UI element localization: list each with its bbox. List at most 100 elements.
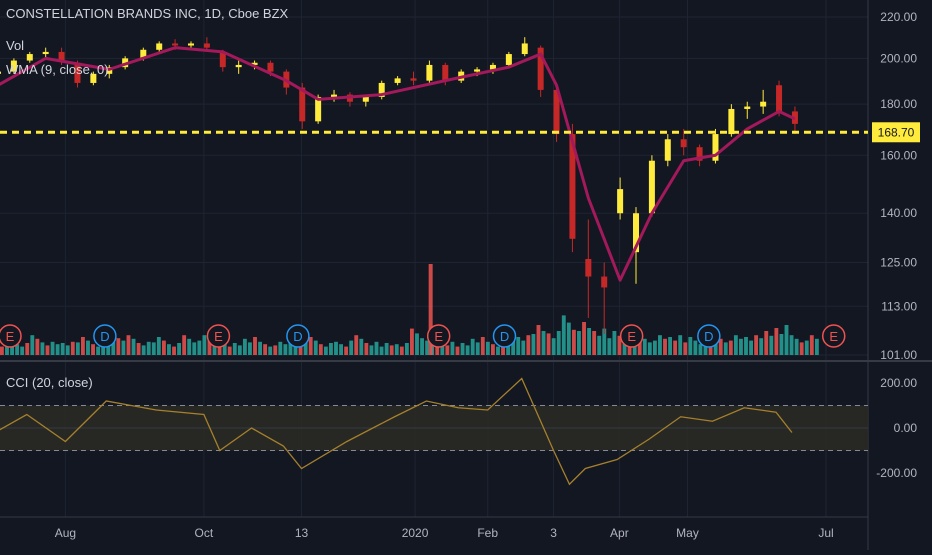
- candle: [26, 51, 33, 63]
- candle-body: [712, 134, 719, 161]
- volume-bar: [673, 340, 678, 355]
- volume-bar: [647, 342, 652, 355]
- candle-body: [267, 62, 274, 72]
- volume-bar: [222, 341, 227, 355]
- candle-body: [489, 64, 496, 70]
- candle-body: [410, 78, 417, 81]
- candle-body: [680, 139, 687, 148]
- candle: [505, 51, 512, 68]
- volume-bar: [480, 337, 485, 355]
- volume-bar: [268, 346, 273, 355]
- candle-body: [553, 89, 560, 135]
- volume-bar: [217, 345, 222, 355]
- price-tick-label: 180.00: [880, 97, 917, 111]
- price-marker-label: 168.70: [872, 122, 920, 143]
- volume-bar: [440, 343, 445, 355]
- volume-bar: [799, 342, 804, 355]
- volume-bar: [126, 335, 131, 355]
- volume-bar: [212, 343, 217, 355]
- volume-bar: [582, 322, 586, 355]
- candle: [42, 47, 49, 59]
- volume-bar: [227, 346, 232, 355]
- volume-bar: [602, 328, 607, 355]
- volume-bar: [394, 344, 399, 355]
- volume-bar: [470, 338, 475, 355]
- volume-bar: [794, 338, 799, 355]
- event-label: D: [293, 329, 302, 344]
- candle: [90, 71, 97, 86]
- volume-bar: [658, 335, 662, 355]
- volume-bar: [136, 343, 141, 355]
- candle-body: [521, 43, 528, 55]
- price-tick-label: 160.00: [880, 148, 917, 162]
- volume-bar: [202, 335, 207, 355]
- candle-body: [74, 62, 81, 83]
- candle: [235, 60, 242, 74]
- volume-bar: [804, 340, 809, 355]
- volume-bar: [455, 346, 460, 355]
- volume-bar: [399, 346, 404, 355]
- candle-body: [187, 43, 194, 46]
- volume-bar: [663, 338, 667, 355]
- volume-bar: [167, 344, 171, 355]
- volume-bar: [354, 335, 359, 355]
- volume-bar: [5, 343, 9, 355]
- volume-bar: [485, 341, 490, 355]
- volume-bar: [80, 337, 85, 355]
- event-circle: [206, 324, 231, 348]
- candle-body: [26, 54, 33, 61]
- volume-bar: [809, 335, 814, 355]
- volume-bar: [749, 340, 753, 355]
- candle: [728, 104, 735, 137]
- candle-body: [648, 160, 655, 214]
- volume-bar: [253, 337, 257, 355]
- candle-body: [442, 64, 449, 81]
- wma-legend[interactable]: WMA (9, close, 0): [6, 62, 109, 77]
- volume-bar: [242, 338, 247, 355]
- event-circle: [821, 324, 846, 348]
- volume-bar: [283, 344, 288, 355]
- volume-bar: [60, 343, 65, 355]
- vol-legend[interactable]: Vol: [6, 38, 25, 53]
- event-circle: [426, 324, 451, 348]
- volume-bar: [511, 338, 516, 355]
- volume-bar: [329, 343, 333, 355]
- event-circle: [0, 324, 22, 348]
- candle: [156, 41, 163, 52]
- candle: [601, 262, 608, 335]
- volume-bar: [607, 338, 612, 355]
- candle-body: [426, 64, 433, 81]
- symbol-legend[interactable]: CONSTELLATION BRANDS INC, 1D, Cboe BZX: [6, 6, 289, 21]
- volume-bar: [551, 338, 556, 355]
- earnings-marker: E: [426, 324, 451, 348]
- volume-bar: [536, 325, 541, 355]
- candle: [744, 101, 751, 119]
- earnings-marker: E: [206, 324, 231, 348]
- event-label: E: [829, 329, 838, 344]
- volume-bar: [789, 335, 794, 355]
- cci-legend[interactable]: CCI (20, close): [6, 375, 93, 390]
- volume-bar: [318, 344, 323, 355]
- volume-bar: [339, 344, 343, 355]
- volume-bar: [501, 340, 505, 355]
- volume-bar: [40, 342, 45, 355]
- time-tick-label: Feb: [477, 526, 498, 540]
- earnings-marker: E: [0, 324, 22, 348]
- volume-bar: [359, 338, 364, 355]
- dividend-marker: D: [697, 324, 721, 348]
- volume-bar: [86, 340, 90, 355]
- volume-bar: [232, 343, 237, 355]
- candle: [521, 37, 528, 57]
- candle-body: [585, 258, 592, 277]
- volume-bar: [546, 333, 551, 355]
- time-tick-label: 13: [295, 526, 309, 540]
- volume-bar: [496, 346, 500, 355]
- volume-bar: [55, 344, 60, 355]
- volume-bar: [364, 343, 369, 355]
- volume-bar: [96, 346, 101, 355]
- volume-bar: [642, 338, 647, 355]
- event-label: E: [6, 329, 15, 344]
- candle: [394, 76, 401, 86]
